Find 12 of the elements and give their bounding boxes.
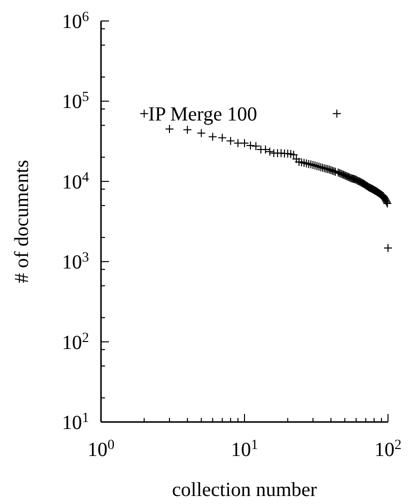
y-tick-label: 10$^{6}$ [62, 10, 89, 33]
x-tick-label: 10$^{0}$ [88, 438, 114, 461]
x-axis-title: collection number [172, 479, 318, 501]
y-tick-label: 10$^{5}$ [62, 90, 89, 114]
x-tick-label: 10$^{2}$ [374, 438, 402, 461]
x-tick-label: 10$^{1}$ [231, 438, 258, 461]
y-tick-label: 10$^{2}$ [62, 330, 89, 354]
y-tick-label: 10$^{4}$ [62, 170, 89, 194]
y-tick-label: 10$^{1}$ [62, 410, 89, 434]
series-label: IP Merge 100 [148, 104, 258, 126]
y-tick-label: 10$^{3}$ [62, 250, 89, 274]
y-axis-title: # of documents [11, 160, 33, 284]
